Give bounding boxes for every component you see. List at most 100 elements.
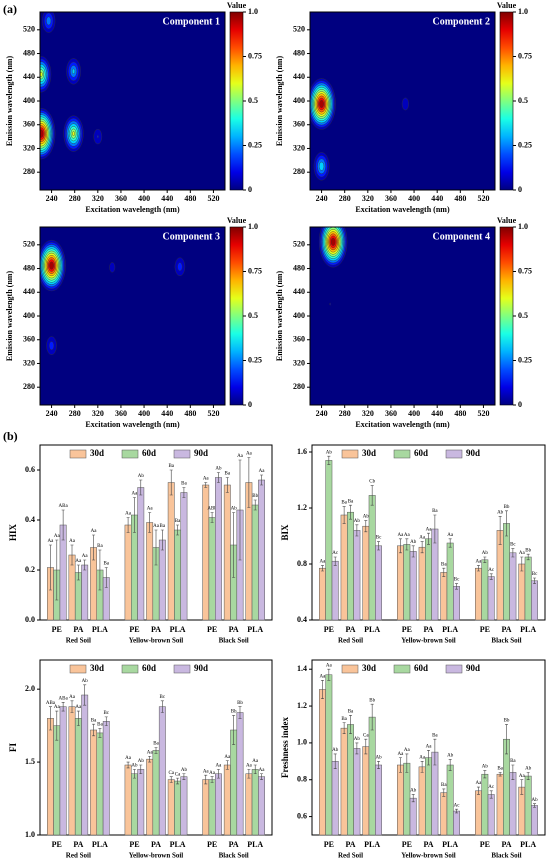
colorbar-tick-label: 1.0: [248, 7, 258, 16]
error-bar: [520, 556, 524, 572]
bar: [487, 794, 495, 836]
bar: [375, 764, 382, 836]
error-bar: [448, 538, 452, 548]
x-tick-label: 280: [69, 194, 81, 203]
bar: [524, 556, 532, 621]
legend-label: 90d: [466, 663, 480, 673]
bar: [230, 729, 238, 836]
contours: [40, 12, 103, 160]
error-bar: [247, 769, 251, 779]
x-tick-label: PLA: [364, 840, 380, 849]
bar: [347, 511, 354, 621]
x-tick-label: 240: [316, 409, 328, 418]
error-bar: [132, 497, 136, 533]
x-tick-label: 480: [184, 194, 196, 203]
significance-letter: Ba: [348, 709, 354, 714]
legend-swatch: [341, 664, 359, 674]
y-tick-label: 360: [293, 120, 305, 129]
bar: [251, 769, 259, 836]
error-bar: [260, 474, 264, 486]
error-bar: [169, 469, 173, 496]
colorbar-tick-label: 0.5: [248, 311, 258, 320]
legend-label: 30d: [362, 663, 376, 673]
significance-letter: Aa: [69, 695, 76, 700]
significance-letter: ABa: [46, 701, 56, 706]
bar: [202, 779, 210, 836]
error-bar: [70, 544, 74, 566]
colorbar-tick-label: 0.25: [248, 355, 262, 364]
group-label: Black Soil: [219, 852, 249, 860]
error-bar: [83, 559, 87, 571]
significance-letter: Ab: [497, 511, 504, 516]
bar: [59, 706, 67, 836]
error-bar: [476, 565, 480, 572]
x-tick-label: 280: [339, 409, 351, 418]
error-bar: [489, 573, 493, 580]
y-tick-label: 480: [293, 263, 305, 272]
error-bar: [433, 514, 437, 544]
error-bar: [511, 548, 515, 558]
x-tick-label: PA: [73, 625, 83, 634]
error-bar: [349, 714, 352, 734]
error-bar: [232, 512, 236, 578]
x-tick-label: PLA: [170, 840, 186, 849]
bar: [158, 539, 166, 621]
y-tick-label: 0.2: [25, 565, 35, 574]
significance-letter: Aa: [224, 755, 231, 760]
group-label: Red Soil: [66, 637, 91, 645]
significance-letter: Aa: [125, 756, 132, 761]
significance-letter: Ab: [332, 748, 339, 753]
significance-letter: Ab: [354, 737, 361, 742]
plot-background: [40, 12, 225, 190]
bar: [245, 773, 253, 836]
significance-letter: ABa: [59, 696, 69, 701]
x-axis-label: Excitation wavelength (nm): [85, 205, 180, 214]
x-tick-label: 320: [92, 409, 104, 418]
x-tick-label: PA: [423, 840, 433, 849]
y-axis-label: Emission wavelength (nm): [5, 271, 14, 362]
x-tick-label: 520: [477, 194, 489, 203]
x-tick-label: PLA: [520, 625, 536, 634]
error-bar: [70, 700, 74, 713]
significance-letter: Aa: [398, 533, 405, 538]
y-tick-label: 280: [23, 382, 35, 391]
y-tick-label: 320: [23, 358, 35, 367]
error-bar: [327, 455, 331, 465]
error-bar: [76, 710, 80, 726]
x-tick-label: 240: [46, 409, 58, 418]
legend-label: 30d: [90, 448, 104, 458]
significance-letter: Bc: [510, 543, 516, 548]
bar: [487, 576, 495, 621]
bar: [425, 538, 432, 621]
y-tick-label: 480: [23, 48, 35, 57]
error-bar: [476, 786, 480, 795]
significance-letter: Aa: [125, 512, 132, 517]
error-bar: [355, 524, 359, 537]
colorbar-tick-label: 1.0: [518, 7, 528, 16]
significance-letter: Aa: [320, 674, 327, 679]
significance-letter: ABa: [59, 504, 69, 509]
y-tick-label: 400: [23, 96, 35, 105]
bar: [202, 484, 210, 621]
error-bar: [154, 529, 158, 566]
error-bar: [520, 779, 524, 795]
legend-label: 90d: [194, 663, 208, 673]
bar: [446, 542, 454, 621]
significance-letter: Ab: [531, 798, 538, 803]
bar: [353, 530, 361, 621]
x-tick-label: PA: [345, 840, 355, 849]
error-bar: [505, 724, 508, 755]
error-bar: [169, 776, 173, 783]
colorbar-tick-label: 0.5: [248, 96, 258, 105]
significance-letter: Ba: [441, 562, 447, 567]
error-bar: [483, 556, 487, 563]
x-tick-label: 400: [408, 194, 420, 203]
error-bar: [349, 504, 352, 520]
bar: [74, 718, 82, 836]
contour-level: [72, 131, 75, 136]
significance-letter: Bc: [103, 711, 109, 716]
significance-letter: Ba: [91, 718, 97, 723]
error-bar: [98, 728, 102, 738]
bar: [167, 779, 175, 836]
legend-label: 30d: [362, 448, 376, 458]
